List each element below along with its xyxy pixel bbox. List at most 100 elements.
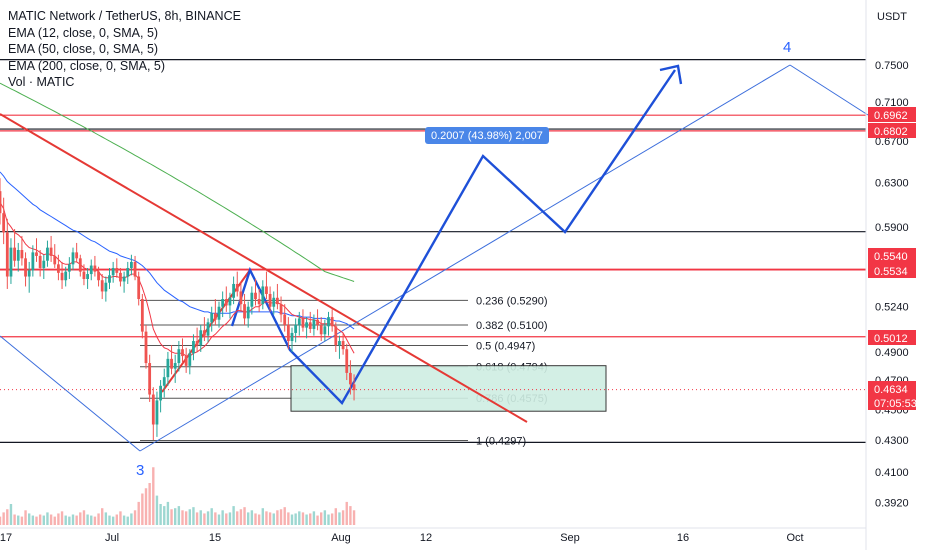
candle-body: [297, 318, 301, 325]
volume-bar: [2, 512, 5, 525]
candle-body: [24, 258, 27, 277]
ema12-legend[interactable]: EMA (12, close, 0, SMA, 5): [8, 25, 159, 40]
candle-body: [64, 271, 68, 281]
volume-bar: [90, 515, 93, 525]
candle-body: [345, 349, 349, 373]
volume-bar: [0, 516, 2, 525]
currency-label[interactable]: USDT: [877, 11, 907, 23]
volume-bar: [49, 514, 53, 525]
candle-body: [93, 265, 97, 272]
time-tick-label: 16: [677, 532, 689, 544]
candle-body: [206, 322, 210, 336]
volume-bar: [232, 506, 235, 525]
wave-label-3: 3: [136, 462, 144, 479]
volume-bar: [268, 512, 272, 525]
volume-bar: [79, 512, 82, 525]
candle-body: [319, 324, 323, 335]
candle-body: [20, 250, 24, 259]
volume-bar: [217, 514, 221, 525]
candle-body: [203, 330, 206, 336]
volume-bar: [101, 508, 104, 525]
candle-body: [341, 341, 345, 350]
candle-body: [217, 306, 221, 320]
candle-body: [53, 255, 57, 265]
candle-body: [49, 247, 53, 256]
candle-body: [119, 272, 122, 282]
chart-title: MATIC Network / TetherUS, 8h, BINANCE: [8, 9, 241, 23]
volume-bar: [316, 515, 319, 525]
volume-bar: [290, 514, 294, 525]
volume-legend[interactable]: Vol · MATIC: [8, 75, 75, 89]
volume-bar: [279, 509, 283, 525]
volume-bars: [0, 467, 356, 525]
candle-body: [239, 291, 243, 305]
candle-body: [31, 252, 35, 271]
volume-bar: [338, 512, 341, 525]
volume-bar: [122, 515, 126, 525]
volume-bar: [265, 511, 268, 525]
candle-body: [254, 292, 257, 300]
volume-bar: [276, 510, 279, 525]
volume-bar: [148, 483, 151, 525]
candle-body: [0, 191, 2, 214]
candle-body: [294, 324, 298, 333]
volume-bar: [312, 511, 316, 525]
candle-body: [38, 255, 42, 268]
ema12-line: [0, 201, 355, 357]
candle-body: [89, 265, 93, 275]
price-label: 0.4634: [874, 384, 908, 396]
volume-bar: [46, 512, 49, 525]
price-tick-label: 0.5900: [875, 222, 909, 234]
time-tick-label: Oct: [786, 532, 803, 544]
ema200-legend[interactable]: EMA (200, close, 0, SMA, 5): [8, 58, 166, 73]
volume-bar: [261, 508, 264, 525]
candle-body: [349, 372, 352, 385]
candle-body: [67, 264, 71, 272]
volume-bar: [352, 510, 356, 525]
volume-bar: [199, 510, 202, 525]
channel-line: [789, 64, 869, 116]
candle-body: [316, 319, 319, 325]
candle-body: [133, 261, 137, 277]
ema50-line: [0, 171, 355, 330]
volume-bar: [301, 512, 305, 525]
volume-bar: [38, 514, 42, 525]
volume-bar: [75, 515, 78, 525]
price-label: 07:05:53: [874, 398, 917, 410]
volume-bar: [206, 511, 210, 525]
candle-body: [166, 358, 170, 378]
candle-body: [261, 286, 265, 305]
fib-level-label: 0.236 (0.5290): [476, 295, 548, 307]
candle-body: [246, 306, 250, 319]
channel-line: [139, 64, 791, 452]
candle-body: [159, 385, 162, 401]
volume-bar: [305, 514, 308, 525]
candle-body: [286, 324, 290, 342]
candle-body: [224, 299, 228, 306]
price-tick-label: 0.4300: [875, 435, 909, 447]
volume-bar: [166, 501, 170, 525]
volume-bar: [349, 506, 352, 525]
volume-bar: [35, 516, 38, 525]
ema50-legend[interactable]: EMA (50, close, 0, SMA, 5): [8, 42, 159, 56]
rising-trend-line: [161, 269, 251, 393]
volume-bar: [133, 510, 137, 525]
time-axis: 17 Jul 15 Aug 12 Sep 16 Oct: [0, 527, 866, 544]
volume-bar: [115, 514, 118, 525]
volume-bar: [283, 507, 286, 525]
volume-bar: [210, 508, 213, 525]
volume-bar: [31, 515, 35, 525]
candle-body: [192, 341, 195, 354]
candles: [0, 178, 356, 440]
candle-body: [290, 332, 294, 342]
wave-label-4: 4: [783, 39, 791, 56]
price-tick-label: 0.5240: [875, 302, 909, 314]
price-label-box: [868, 263, 916, 278]
volume-bar: [119, 511, 122, 525]
volume-bar: [141, 493, 144, 525]
price-label-box: [868, 248, 916, 263]
price-label: 0.6802: [874, 126, 908, 138]
candle-body: [27, 270, 31, 277]
candle-body: [13, 247, 16, 261]
